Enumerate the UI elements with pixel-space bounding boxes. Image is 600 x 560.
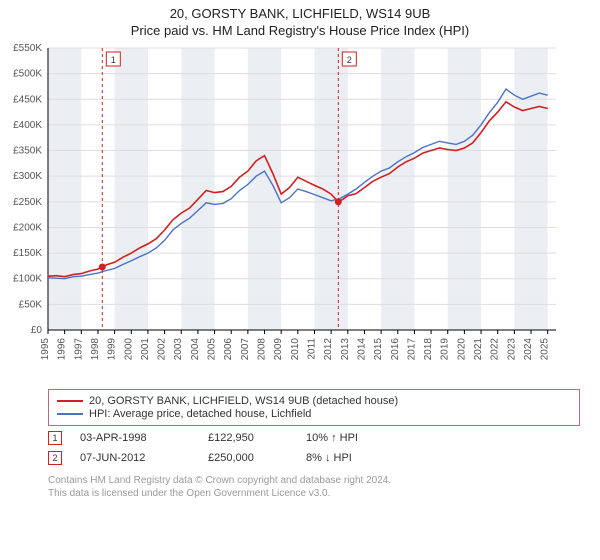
- x-tick-label: 2014: [356, 338, 367, 361]
- sale-marker-num: 2: [347, 55, 352, 65]
- y-tick-label: £150K: [13, 248, 42, 259]
- sale-row: 1 03-APR-1998 £122,950 10% ↑ HPI: [48, 428, 580, 448]
- y-tick-label: £100K: [13, 274, 42, 285]
- x-tick-label: 2023: [506, 338, 517, 361]
- x-tick-label: 2002: [157, 338, 168, 361]
- x-tick-label: 2024: [523, 338, 534, 361]
- x-tick-label: 1996: [57, 338, 68, 361]
- sale-diff: 10% ↑ HPI: [306, 432, 386, 444]
- y-tick-label: £250K: [13, 197, 42, 208]
- legend-label: 20, GORSTY BANK, LICHFIELD, WS14 9UB (de…: [89, 395, 398, 407]
- y-tick-label: £350K: [13, 146, 42, 157]
- legend-row: HPI: Average price, detached house, Lich…: [57, 408, 571, 420]
- legend-label: HPI: Average price, detached house, Lich…: [89, 408, 311, 420]
- y-tick-label: £300K: [13, 171, 42, 182]
- x-tick-label: 2021: [473, 338, 484, 361]
- x-band: [448, 48, 481, 330]
- y-tick-label: £500K: [13, 69, 42, 80]
- sale-date: 03-APR-1998: [80, 432, 190, 444]
- sale-date: 07-JUN-2012: [80, 452, 190, 464]
- sale-marker: 2: [48, 451, 62, 465]
- y-tick-label: £50K: [19, 299, 43, 310]
- y-tick-label: £0: [31, 325, 43, 336]
- x-tick-label: 2012: [323, 338, 334, 361]
- x-tick-label: 2015: [373, 338, 384, 361]
- footer: Contains HM Land Registry data © Crown c…: [48, 474, 580, 500]
- sale-price: £250,000: [208, 452, 288, 464]
- sale-diff: 8% ↓ HPI: [306, 452, 386, 464]
- footer-line-1: Contains HM Land Registry data © Crown c…: [48, 474, 580, 487]
- sale-price: £122,950: [208, 432, 288, 444]
- x-band: [314, 48, 347, 330]
- x-band: [181, 48, 214, 330]
- legend-swatch: [57, 400, 83, 402]
- footer-line-2: This data is licensed under the Open Gov…: [48, 487, 580, 500]
- y-tick-label: £400K: [13, 120, 42, 131]
- x-band: [115, 48, 148, 330]
- title-line-1: 20, GORSTY BANK, LICHFIELD, WS14 9UB: [8, 6, 592, 21]
- x-band: [514, 48, 547, 330]
- chart-svg: £0 £50K £100K £150K £200K £250K £300K £350K £400…: [0, 40, 580, 380]
- x-tick-label: 2004: [190, 338, 201, 361]
- sale-dot: [99, 263, 106, 270]
- title-block: 20, GORSTY BANK, LICHFIELD, WS14 9UB Pri…: [0, 0, 600, 40]
- x-tick-label: 2013: [340, 338, 351, 361]
- chart-area: £0 £50K £100K £150K £200K £250K £300K £350K £400…: [0, 40, 600, 385]
- x-tick-label: 2005: [207, 338, 218, 361]
- x-tick-label: 2003: [173, 338, 184, 361]
- x-band: [48, 48, 81, 330]
- x-band: [248, 48, 281, 330]
- x-tick-label: 2025: [540, 338, 551, 361]
- y-tick-label: £550K: [13, 43, 42, 54]
- x-tick-label: 2018: [423, 338, 434, 361]
- x-tick-label: 2017: [406, 338, 417, 361]
- sale-dot: [335, 198, 342, 205]
- legend-swatch: [57, 413, 83, 415]
- sale-marker-num: 1: [111, 55, 116, 65]
- x-tick-label: 1998: [90, 338, 101, 361]
- x-tick-label: 2001: [140, 338, 151, 361]
- x-tick-label: 2008: [257, 338, 268, 361]
- x-tick-label: 1995: [40, 338, 51, 361]
- x-tick-label: 2011: [306, 338, 317, 360]
- x-tick-label: 2009: [273, 338, 284, 361]
- title-line-2: Price paid vs. HM Land Registry's House …: [8, 23, 592, 38]
- x-tick-label: 2019: [440, 338, 451, 361]
- x-tick-label: 2006: [223, 338, 234, 361]
- x-band: [381, 48, 414, 330]
- sales-table: 1 03-APR-1998 £122,950 10% ↑ HPI 2 07-JUN-201…: [48, 428, 580, 468]
- legend-box: 20, GORSTY BANK, LICHFIELD, WS14 9UB (de…: [48, 389, 580, 426]
- sale-row: 2 07-JUN-2012 £250,000 8% ↓ HPI: [48, 448, 580, 468]
- x-tick-label: 1999: [107, 338, 118, 361]
- y-tick-label: £450K: [13, 94, 42, 105]
- x-tick-label: 2020: [456, 338, 467, 361]
- figure-root: 20, GORSTY BANK, LICHFIELD, WS14 9UB Pri…: [0, 0, 600, 500]
- y-tick-label: £200K: [13, 222, 42, 233]
- x-tick-label: 1997: [73, 338, 84, 361]
- sale-marker: 1: [48, 431, 62, 445]
- x-tick-label: 2022: [490, 338, 501, 361]
- x-tick-label: 2007: [240, 338, 251, 361]
- x-tick-label: 2016: [390, 338, 401, 361]
- x-tick-label: 2010: [290, 338, 301, 361]
- legend-row: 20, GORSTY BANK, LICHFIELD, WS14 9UB (de…: [57, 395, 571, 407]
- x-tick-label: 2000: [123, 338, 134, 361]
